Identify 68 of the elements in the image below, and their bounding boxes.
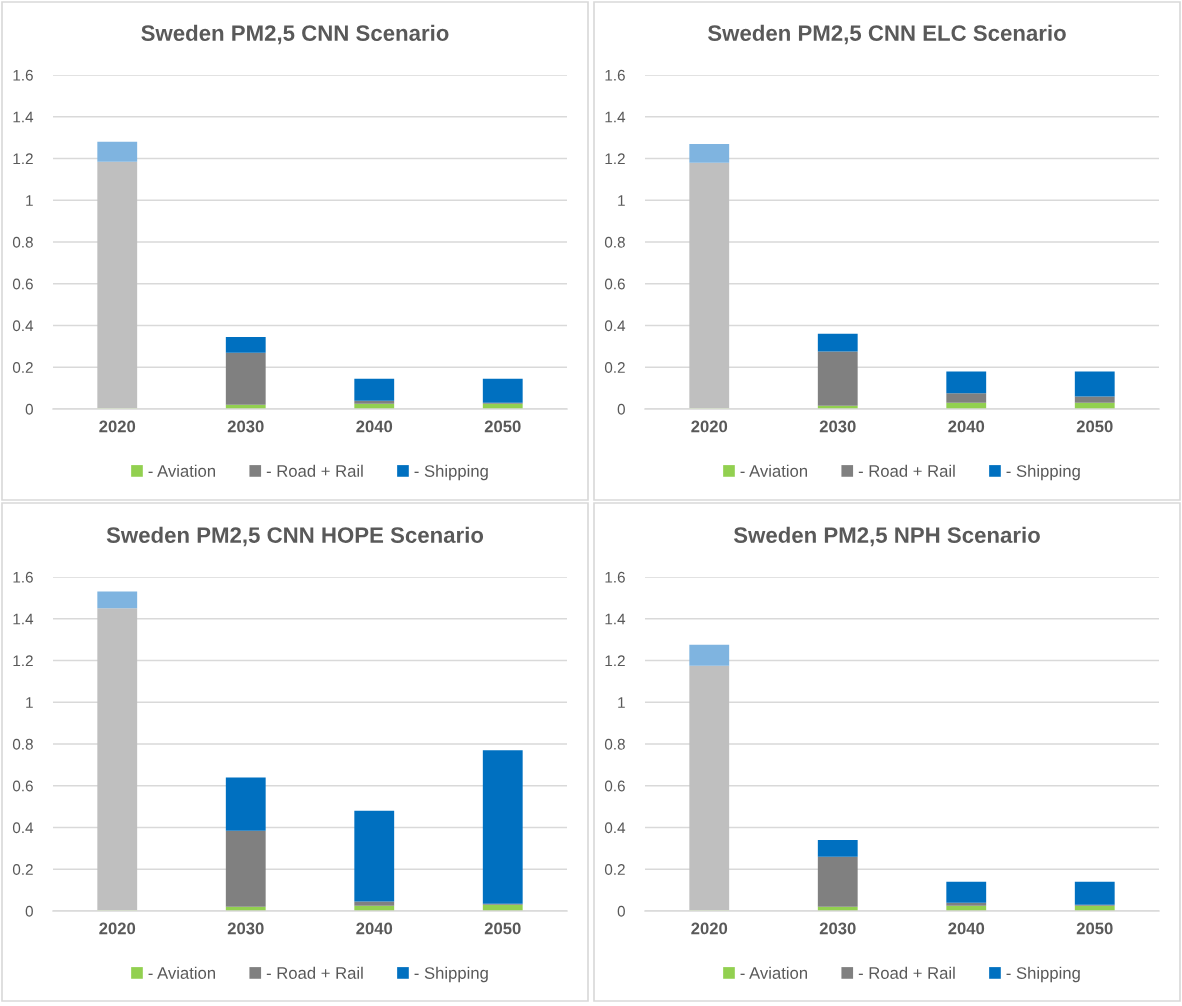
x-tick-label: 2020 [691, 922, 728, 935]
x-tick-label: 2020 [99, 420, 136, 433]
x-tick-label: 2050 [1076, 420, 1113, 433]
legend-label: - Road + Rail [858, 966, 955, 979]
x-tick-label: 2030 [227, 420, 264, 433]
x-tick-label: 2020 [691, 420, 728, 433]
legend-label: - Shipping [1006, 966, 1080, 983]
y-tick-label: 1.4 [605, 111, 626, 123]
y-tick-label: 1.2 [13, 153, 33, 165]
legend-label: - Aviation [740, 966, 807, 979]
y-tick-label: 1 [618, 697, 625, 708]
y-tick-label: 1.6 [13, 69, 33, 81]
legend-label: - Road + Rail [266, 966, 363, 979]
y-tick-label: 0.8 [604, 738, 625, 750]
y-tick-label: 1.6 [605, 69, 625, 81]
x-tick-label: 2030 [227, 922, 264, 935]
x-tick-label: 2030 [819, 922, 856, 935]
x-tick-label: 2020 [99, 922, 136, 935]
y-tick-label: 0.2 [12, 864, 33, 875]
chart-title: Sweden PM2,5 CNN HOPE Scenario [106, 526, 484, 547]
y-tick-label: 1.2 [605, 655, 625, 667]
chart-title: Sweden PM2,5 CNN ELC Scenario [707, 24, 1066, 45]
y-tick-label: 0 [25, 905, 33, 917]
x-tick-label: 2050 [484, 420, 521, 433]
x-tick-label: 2040 [948, 420, 985, 433]
y-tick-label: 0.6 [12, 780, 33, 792]
y-tick-label: 0.8 [12, 236, 33, 248]
y-tick-label: 0.4 [604, 822, 626, 834]
y-tick-label: 1.6 [605, 571, 625, 583]
y-tick-label: 1.2 [605, 153, 625, 165]
y-tick-label: 0.4 [12, 320, 34, 332]
y-tick-label: 0.6 [604, 278, 625, 290]
y-tick-label: 1.4 [13, 111, 34, 123]
y-tick-label: 1.4 [605, 613, 626, 625]
legend-label: - Road + Rail [858, 464, 955, 477]
y-tick-label: 0 [25, 403, 33, 415]
legend-label: - Aviation [148, 966, 215, 979]
y-tick-label: 0.2 [604, 864, 625, 875]
y-tick-label: 0.4 [604, 320, 626, 332]
x-tick-label: 2040 [948, 922, 985, 935]
legend-label: - Shipping [414, 464, 488, 481]
x-tick-label: 2050 [1076, 922, 1113, 935]
y-tick-label: 1.6 [13, 571, 33, 583]
legend-label: - Aviation [148, 464, 215, 477]
y-tick-label: 0 [617, 403, 625, 415]
chart-title: Sweden PM2,5 NPH Scenario [733, 526, 1040, 547]
legend-label: - Road + Rail [266, 464, 363, 477]
legend-label: - Shipping [414, 966, 488, 983]
y-tick-label: 0.2 [12, 362, 33, 373]
x-tick-label: 2040 [356, 420, 393, 433]
y-tick-label: 0.6 [12, 278, 33, 290]
y-tick-label: 1.2 [13, 655, 33, 667]
x-tick-label: 2050 [484, 922, 521, 935]
y-tick-label: 0.8 [604, 236, 625, 248]
x-tick-label: 2030 [819, 420, 856, 433]
y-tick-label: 1 [26, 195, 33, 206]
y-tick-label: 0.2 [604, 362, 625, 373]
y-tick-label: 0.8 [12, 738, 33, 750]
y-tick-label: 1 [26, 697, 33, 708]
y-tick-label: 0.4 [12, 822, 34, 834]
y-tick-label: 1.4 [13, 613, 34, 625]
y-tick-label: 0 [617, 905, 625, 917]
x-tick-label: 2040 [356, 922, 393, 935]
legend-label: - Shipping [1006, 464, 1080, 481]
y-tick-label: 1 [618, 195, 625, 206]
chart-title: Sweden PM2,5 CNN Scenario [141, 24, 449, 45]
legend-label: - Aviation [740, 464, 807, 477]
y-tick-label: 0.6 [604, 780, 625, 792]
